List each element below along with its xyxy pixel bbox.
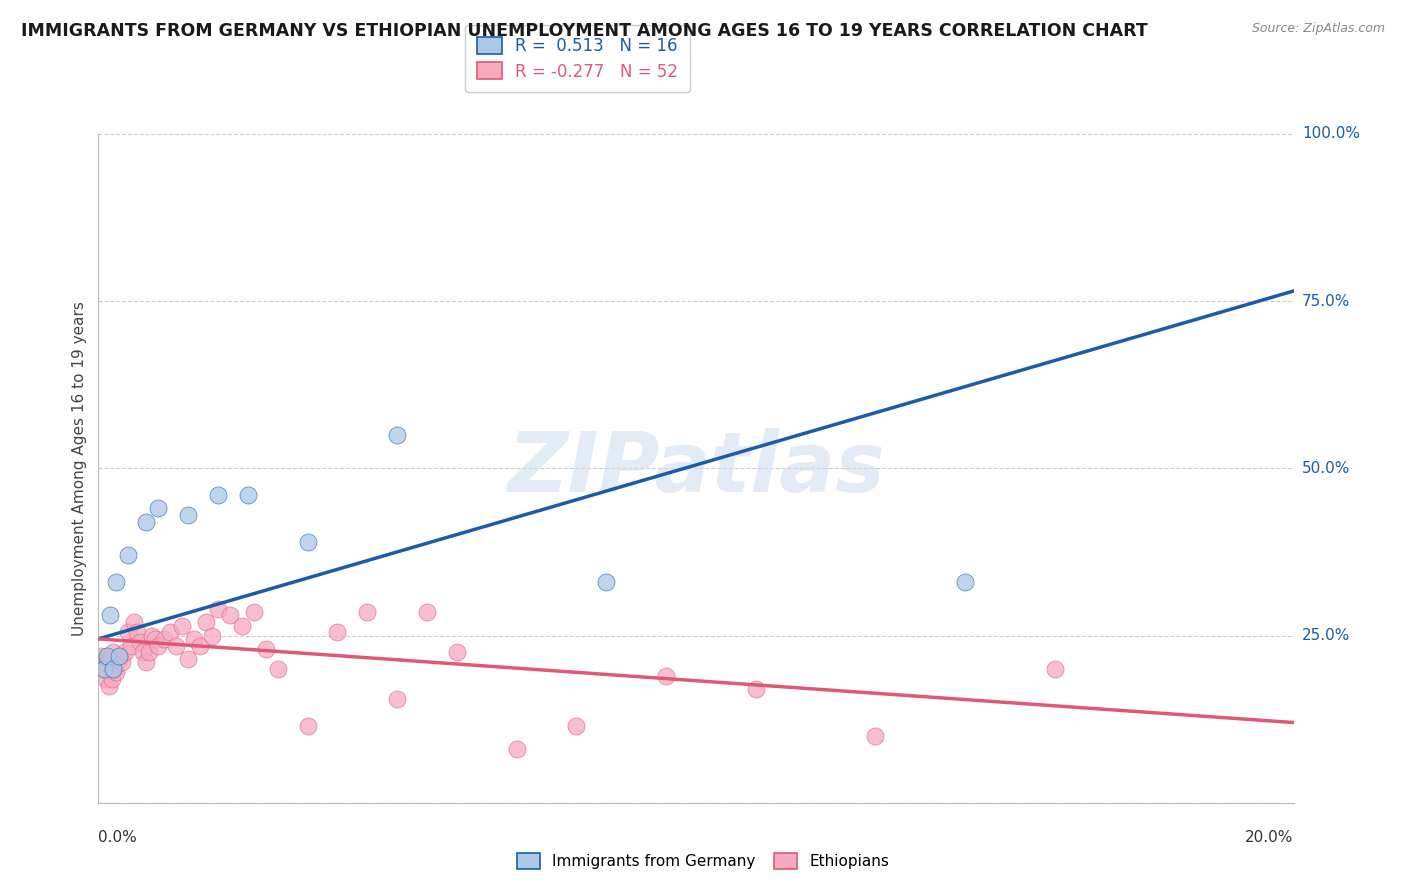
Legend: R =  0.513   N = 16, R = -0.277   N = 52: R = 0.513 N = 16, R = -0.277 N = 52 xyxy=(465,25,690,92)
Point xyxy=(565,719,588,733)
Point xyxy=(114,645,136,659)
Point xyxy=(98,679,121,693)
Point xyxy=(90,648,112,663)
Point xyxy=(356,605,378,619)
Text: 25.0%: 25.0% xyxy=(1302,628,1350,643)
Point xyxy=(127,625,149,640)
Point xyxy=(104,662,127,676)
Point xyxy=(148,501,170,516)
Point xyxy=(506,742,529,756)
Point xyxy=(385,692,409,706)
Point xyxy=(177,508,200,523)
Point xyxy=(297,535,319,549)
Point xyxy=(98,652,122,666)
Point xyxy=(231,618,253,632)
Point xyxy=(91,662,114,676)
Point xyxy=(100,672,122,686)
Point xyxy=(416,605,439,619)
Point xyxy=(93,655,115,669)
Text: 50.0%: 50.0% xyxy=(1302,461,1350,475)
Point xyxy=(159,625,181,640)
Point xyxy=(108,652,131,666)
Point xyxy=(655,669,678,683)
Point xyxy=(153,632,176,646)
Legend: Immigrants from Germany, Ethiopians: Immigrants from Germany, Ethiopians xyxy=(510,847,896,875)
Point xyxy=(194,615,218,630)
Point xyxy=(201,628,224,642)
Point xyxy=(94,672,117,686)
Point xyxy=(93,662,115,676)
Point xyxy=(745,681,768,696)
Point xyxy=(135,655,157,669)
Point xyxy=(595,575,617,590)
Point xyxy=(132,645,155,659)
Point xyxy=(108,648,131,663)
Point xyxy=(138,645,160,659)
Point xyxy=(183,632,205,646)
Point xyxy=(219,608,242,623)
Point xyxy=(111,655,134,669)
Point xyxy=(105,665,128,680)
Text: 100.0%: 100.0% xyxy=(1302,127,1360,141)
Point xyxy=(207,602,229,616)
Point xyxy=(117,625,139,640)
Point xyxy=(243,605,266,619)
Point xyxy=(254,642,277,657)
Point xyxy=(385,428,409,442)
Point xyxy=(96,652,118,666)
Point xyxy=(165,639,187,653)
Point xyxy=(129,635,152,649)
Point xyxy=(953,575,976,590)
Point xyxy=(96,648,118,663)
Point xyxy=(120,639,142,653)
Point xyxy=(143,632,166,646)
Text: Source: ZipAtlas.com: Source: ZipAtlas.com xyxy=(1251,22,1385,36)
Point xyxy=(188,639,211,653)
Point xyxy=(105,575,128,590)
Point xyxy=(863,729,886,743)
Text: 0.0%: 0.0% xyxy=(98,830,138,845)
Point xyxy=(297,719,319,733)
Point xyxy=(135,515,157,529)
Point xyxy=(103,662,125,676)
Point xyxy=(148,639,170,653)
Text: 20.0%: 20.0% xyxy=(1246,830,1294,845)
Y-axis label: Unemployment Among Ages 16 to 19 years: Unemployment Among Ages 16 to 19 years xyxy=(72,301,87,636)
Point xyxy=(267,662,290,676)
Point xyxy=(446,645,468,659)
Point xyxy=(326,625,349,640)
Text: IMMIGRANTS FROM GERMANY VS ETHIOPIAN UNEMPLOYMENT AMONG AGES 16 TO 19 YEARS CORR: IMMIGRANTS FROM GERMANY VS ETHIOPIAN UNE… xyxy=(21,22,1147,40)
Point xyxy=(236,488,259,502)
Point xyxy=(207,488,229,502)
Point xyxy=(177,652,200,666)
Point xyxy=(117,548,139,563)
Point xyxy=(1043,662,1066,676)
Text: 75.0%: 75.0% xyxy=(1302,293,1350,309)
Point xyxy=(172,618,194,632)
Point xyxy=(141,628,163,642)
Point xyxy=(103,645,125,659)
Text: ZIPatlas: ZIPatlas xyxy=(508,428,884,508)
Point xyxy=(124,615,146,630)
Point xyxy=(98,608,122,623)
